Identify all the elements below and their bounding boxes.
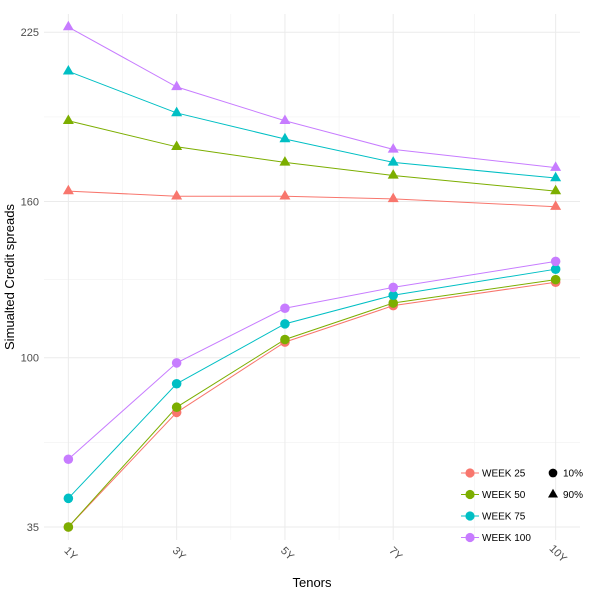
x-tick-label: 1Y [61, 545, 79, 563]
legend-marker [465, 511, 475, 521]
circle-marker [280, 319, 290, 329]
series-line [68, 70, 556, 179]
x-axis-ticks: 1Y 3Y 5Y 7Y 10Y [61, 543, 569, 566]
circle-marker [280, 303, 290, 314]
x-tick-label: 3Y [170, 545, 188, 563]
x-tick-label: 7Y [386, 545, 404, 563]
legend-label: WEEK 75 [482, 512, 526, 523]
circle-marker [63, 493, 74, 504]
series-line [68, 260, 556, 460]
triangle-marker [62, 20, 74, 31]
circle-marker [388, 282, 398, 293]
y-tick-label: 160 [21, 196, 39, 208]
triangle-marker [387, 169, 399, 179]
legend-item: WEEK 50 [461, 489, 526, 501]
triangle-marker [550, 200, 562, 210]
shape-legend-item: 10% [548, 468, 583, 480]
y-tick-label: 225 [21, 27, 39, 39]
circle-marker [550, 256, 561, 267]
circle-marker [550, 264, 561, 274]
triangle-marker [171, 140, 183, 151]
triangle-marker [171, 80, 183, 91]
legend: WEEK 25 WEEK 50 WEEK 75 WEEK 100 10% 90% [461, 468, 583, 544]
triangle-marker [279, 156, 291, 166]
triangle-marker [62, 184, 74, 195]
x-tick-label: 5Y [278, 545, 296, 563]
circle-marker [550, 274, 561, 285]
circle-marker [388, 290, 398, 301]
triangle-marker [550, 184, 562, 195]
legend-item: WEEK 100 [461, 532, 531, 544]
legend-label: WEEK 100 [482, 533, 531, 544]
y-tick-label: 100 [21, 353, 39, 365]
series-line [68, 120, 556, 192]
shape-legend-item: 90% [548, 488, 583, 501]
triangle-marker [387, 192, 399, 203]
x-tick-label: 10Y [547, 543, 570, 566]
circle-marker [171, 378, 182, 389]
series-line [68, 190, 556, 208]
series-points [62, 20, 562, 532]
triangle-legend-icon [548, 488, 558, 498]
triangle-marker [387, 156, 399, 166]
triangle-marker [279, 132, 291, 143]
legend-label: WEEK 25 [482, 469, 526, 480]
legend-marker [465, 468, 475, 478]
legend-item: WEEK 25 [461, 468, 526, 480]
shape-legend-label: 90% [563, 490, 583, 501]
triangle-marker [550, 161, 562, 171]
y-tick-label: 35 [27, 522, 39, 534]
y-axis-ticks: 35 100 160 225 [21, 27, 39, 534]
series-lines [67, 26, 556, 528]
circle-legend-icon [548, 468, 558, 478]
circle-marker [63, 454, 74, 465]
triangle-marker [279, 114, 291, 125]
triangle-marker [62, 64, 74, 75]
triangle-marker [279, 189, 291, 200]
series-line [68, 26, 556, 169]
triangle-marker [62, 114, 74, 125]
triangle-marker [171, 189, 183, 200]
x-axis-title: Tenors [292, 575, 332, 590]
shape-legend-label: 10% [563, 469, 583, 480]
series-line [68, 268, 556, 499]
y-axis-title: Simualted Credit spreads [2, 204, 17, 350]
circle-marker [63, 522, 74, 532]
circle-marker [171, 358, 182, 368]
triangle-marker [387, 143, 399, 153]
grid [44, 14, 580, 540]
circle-marker [388, 298, 398, 308]
circle-marker [280, 334, 290, 345]
triangle-marker [171, 106, 183, 117]
legend-label: WEEK 50 [482, 490, 526, 501]
legend-marker [465, 532, 475, 543]
circle-marker [171, 402, 182, 412]
legend-item: WEEK 75 [461, 511, 526, 523]
legend-marker [465, 489, 475, 500]
triangle-marker [550, 171, 562, 182]
